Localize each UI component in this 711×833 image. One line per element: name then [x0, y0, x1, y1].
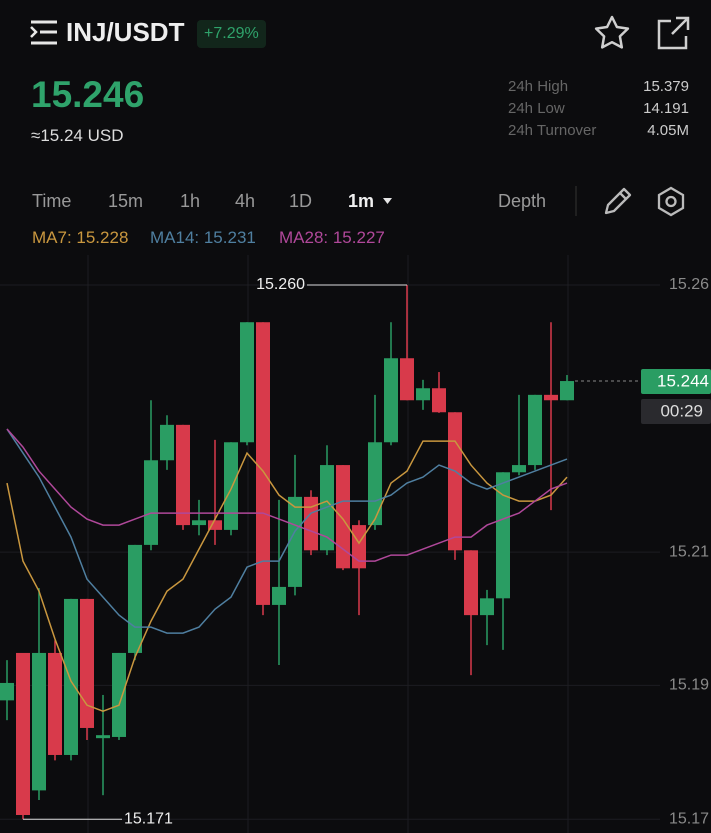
tab[interactable]: Time: [32, 191, 72, 211]
candle-body: [192, 520, 206, 526]
last-price-text: 15.244: [657, 372, 709, 391]
pair: INJ/USDT: [66, 17, 185, 47]
candle-body: [48, 652, 62, 755]
ma-legend-item: MA7: 15.228: [32, 228, 129, 247]
candle-body: [304, 496, 318, 551]
stat-label: 24h Low: [508, 100, 565, 117]
candle-body: [352, 525, 366, 569]
candle-body: [176, 424, 190, 526]
candle-body: [256, 322, 270, 605]
candle-body: [16, 652, 30, 815]
candle-body: [432, 388, 446, 413]
draw-icon[interactable]: [604, 187, 632, 215]
stat-value: 4.05M: [647, 122, 689, 139]
change-badge: +7.29%: [197, 20, 266, 48]
countdown-tag: [641, 399, 711, 425]
candle-body: [496, 472, 510, 599]
share-icon[interactable]: [657, 16, 690, 50]
y-tick-label: 15.17: [669, 810, 709, 827]
candle-body: [160, 424, 174, 461]
settings-icon[interactable]: [657, 186, 685, 217]
y-tick-label: 15.21: [669, 543, 709, 560]
max-label: 15.260: [256, 276, 305, 293]
last-price: 15.246: [31, 74, 145, 115]
candle-body: [96, 735, 110, 739]
candle-body: [544, 394, 558, 401]
candle-body: [288, 496, 302, 587]
countdown-text: 00:29: [660, 402, 703, 421]
dropdown-icon[interactable]: [383, 198, 392, 204]
candle-body: [64, 598, 78, 755]
candle-body: [400, 358, 414, 401]
usd-price: ≈15.24 USD: [31, 126, 124, 145]
tab[interactable]: 1h: [180, 191, 201, 211]
candle-body: [512, 465, 526, 473]
stat-value: 15.379: [643, 78, 689, 95]
candle-body: [32, 652, 46, 791]
min-label: 15.171: [124, 810, 173, 827]
candle-body: [240, 322, 254, 443]
tab[interactable]: 1m: [348, 191, 375, 211]
candle-body: [480, 598, 494, 616]
candle-body: [368, 442, 382, 526]
tab[interactable]: Depth: [498, 191, 547, 211]
tab[interactable]: 4h: [235, 191, 256, 211]
stat-label: 24h High: [508, 78, 569, 95]
candle-body: [560, 381, 574, 401]
ma-legend-item: MA14: 15.231: [150, 228, 256, 247]
candle-body: [0, 682, 14, 701]
y-tick-label: 15.19: [669, 677, 709, 694]
candle-body: [224, 442, 238, 530]
candle-body: [208, 520, 222, 530]
candle-body: [272, 586, 286, 605]
menu-icon[interactable]: [30, 20, 57, 45]
candle-body: [112, 652, 126, 737]
ma-legend-item: MA28: 15.227: [279, 228, 385, 247]
last-price-tag: [641, 369, 711, 395]
candle-body: [336, 465, 350, 569]
stat-label: 24h Turnover: [508, 122, 597, 139]
ma-line: [6, 440, 568, 712]
ma-line: [6, 428, 568, 634]
candle-body: [80, 598, 94, 728]
candle-body: [128, 544, 142, 653]
candle-body: [448, 412, 462, 551]
stat-value: 14.191: [643, 100, 689, 117]
candle-body: [528, 394, 542, 466]
favorite-icon[interactable]: [594, 15, 630, 49]
tab[interactable]: 1D: [289, 191, 313, 211]
candle-body: [144, 460, 158, 545]
candle-body: [384, 358, 398, 443]
candle-body: [464, 550, 478, 616]
y-tick-label: 15.26: [669, 276, 709, 293]
ma-line: [6, 428, 568, 562]
tab[interactable]: 15m: [108, 191, 144, 211]
candle-body: [416, 388, 430, 401]
